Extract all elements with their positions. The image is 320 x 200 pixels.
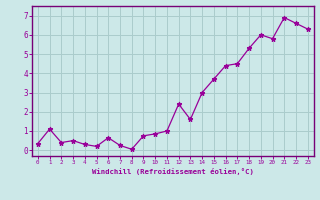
X-axis label: Windchill (Refroidissement éolien,°C): Windchill (Refroidissement éolien,°C) [92, 168, 254, 175]
